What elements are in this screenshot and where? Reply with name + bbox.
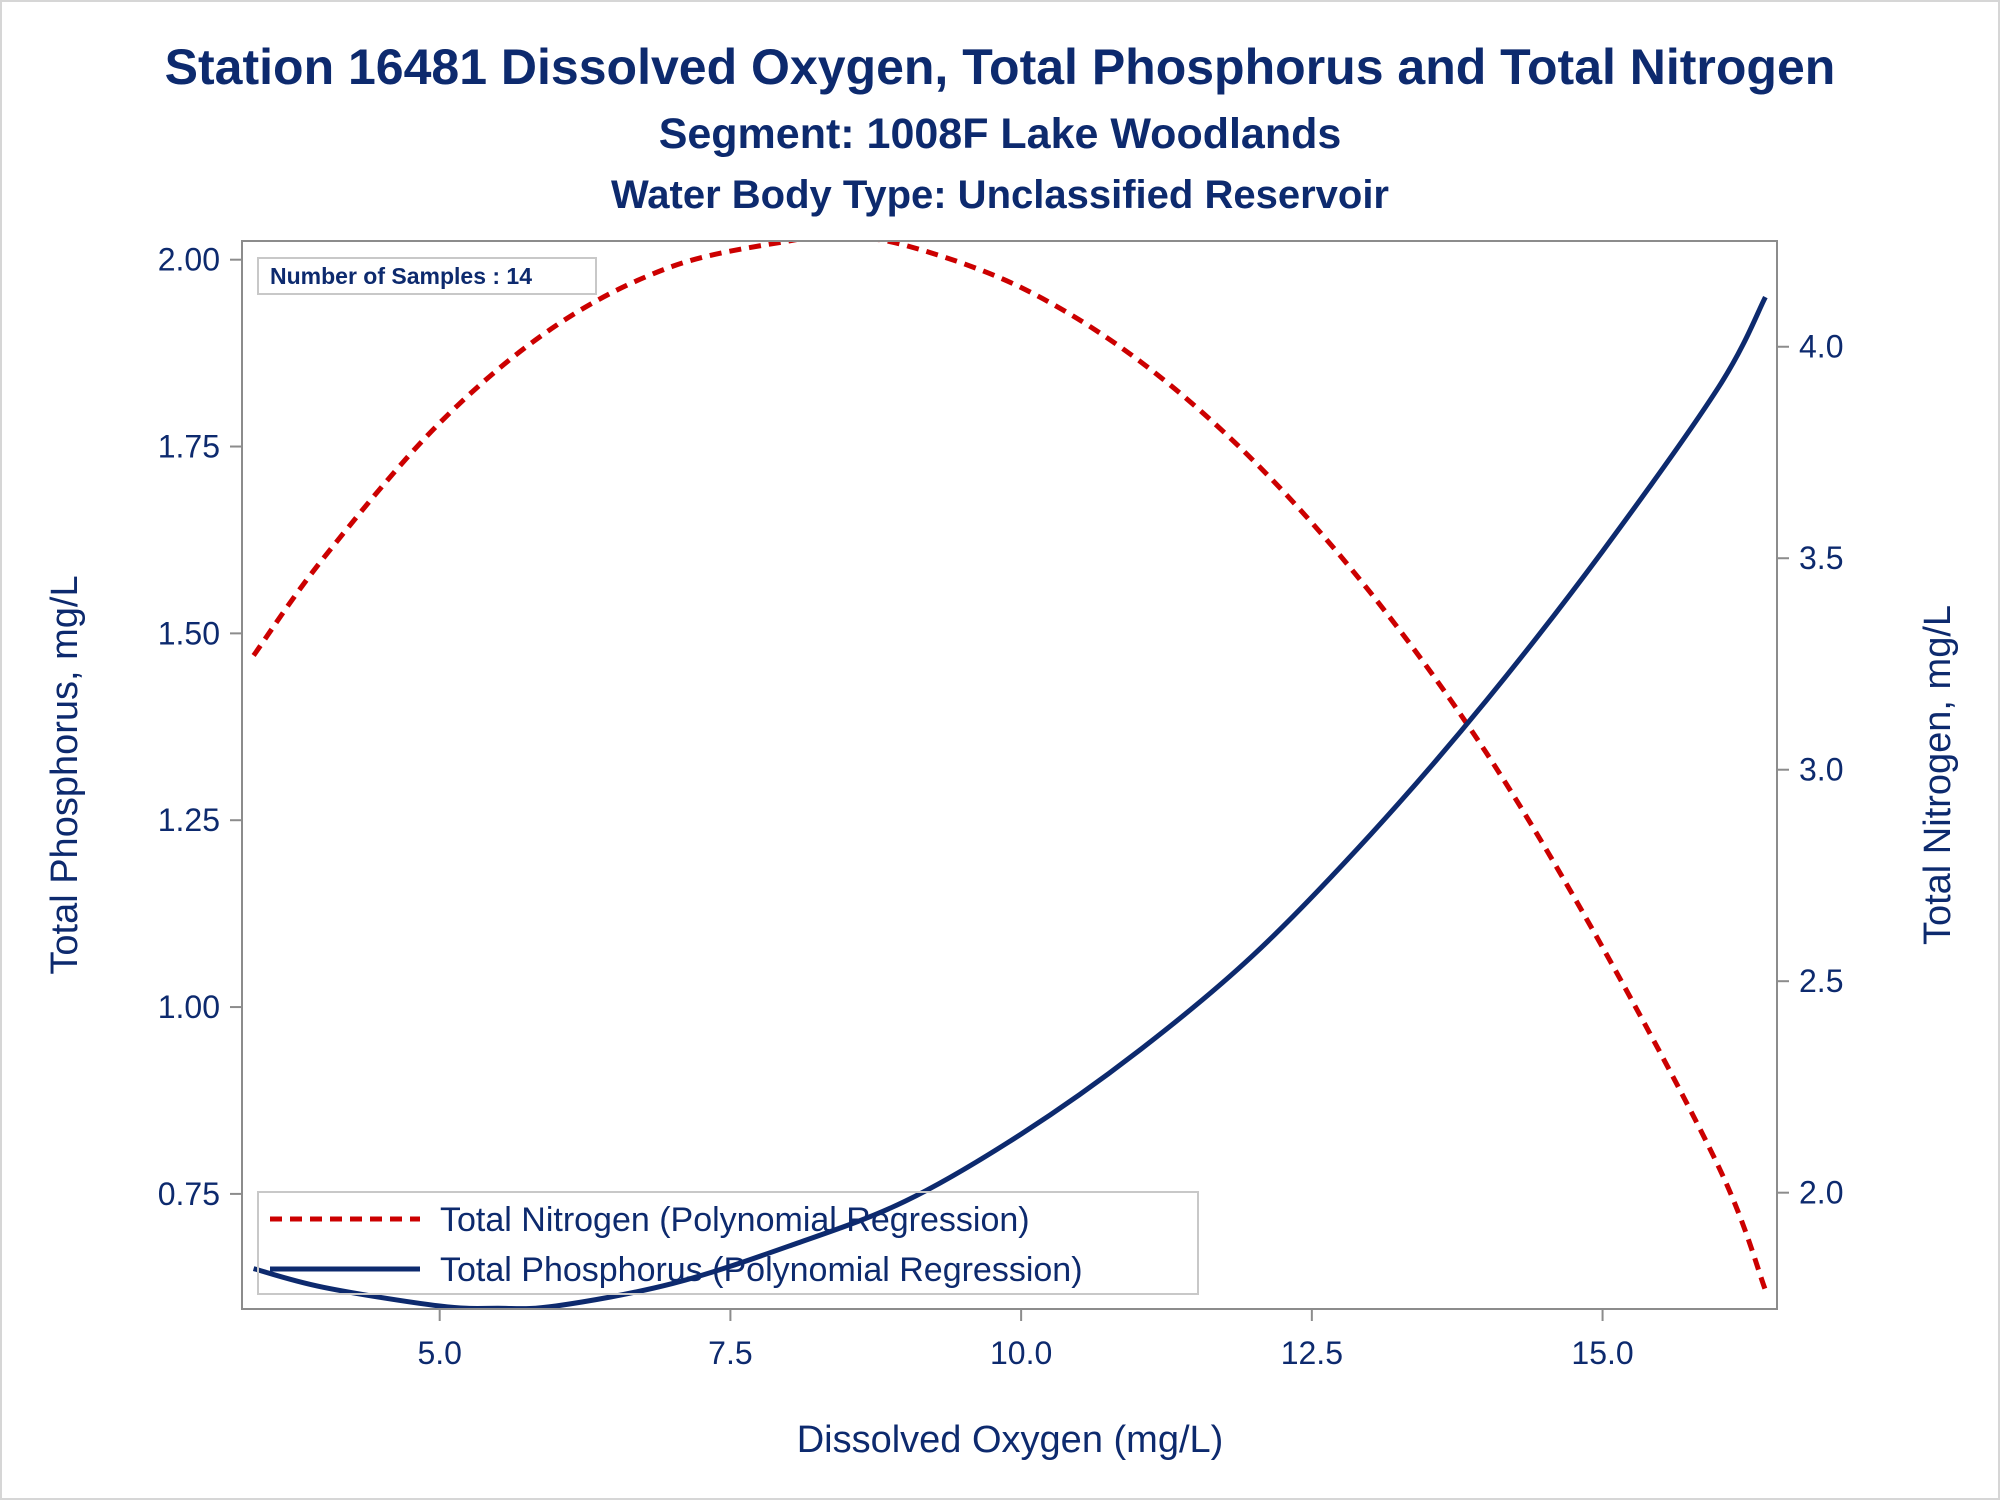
y2-tick-label: 2.5 (1799, 963, 1843, 999)
legend: Total Nitrogen (Polynomial Regression) T… (257, 1191, 1199, 1295)
y-tick-label: 0.75 (158, 1176, 220, 1212)
y2-axis-label: Total Nitrogen, mg/L (1917, 605, 1959, 945)
legend-box (257, 1191, 1199, 1295)
y-tick-label: 1.00 (158, 989, 220, 1025)
y-axis-label: Total Phosphorus, mg/L (44, 575, 86, 974)
sample-count-label: Number of Samples : 14 (270, 263, 532, 289)
y-tick-label: 1.25 (158, 802, 220, 838)
y-tick-label: 2.00 (158, 242, 220, 278)
x-axis-label: Dissolved Oxygen (mg/L) (797, 1419, 1224, 1461)
legend-label-phosphorus: Total Phosphorus (Polynomial Regression) (440, 1251, 1083, 1289)
chart-subtitle-segment: Segment: 1008F Lake Woodlands (658, 110, 1342, 158)
series-line-nitrogen (251, 241, 1768, 1291)
y2-tick-label: 3.0 (1799, 752, 1843, 788)
chart-title: Station 16481 Dissolved Oxygen, Total Ph… (164, 39, 1836, 95)
x-tick-label: 5.0 (417, 1335, 461, 1371)
y2-tick-label: 2.0 (1799, 1175, 1843, 1211)
y2-tick-label: 3.5 (1799, 540, 1843, 576)
x-tick-label: 7.5 (708, 1335, 752, 1371)
sample-count-box (257, 257, 597, 295)
x-tick-label: 12.5 (1281, 1335, 1343, 1371)
chart-titles: Station 16481 Dissolved Oxygen, Total Ph… (0, 32, 2000, 224)
x-tick-label: 15.0 (1571, 1335, 1633, 1371)
sample-count-inset: Number of Samples : 14 (257, 257, 597, 295)
x-tick-label: 10.0 (990, 1335, 1052, 1371)
chart-subtitle-waterbody: Water Body Type: Unclassified Reservoir (610, 173, 1389, 217)
y-tick-label: 1.50 (158, 615, 220, 651)
series-line-phosphorus (252, 295, 1768, 1309)
y-tick-label: 1.75 (158, 429, 220, 465)
plot-area (241, 240, 1778, 1310)
y2-tick-label: 4.0 (1799, 329, 1843, 365)
legend-label-nitrogen: Total Nitrogen (Polynomial Regression) (440, 1201, 1030, 1239)
